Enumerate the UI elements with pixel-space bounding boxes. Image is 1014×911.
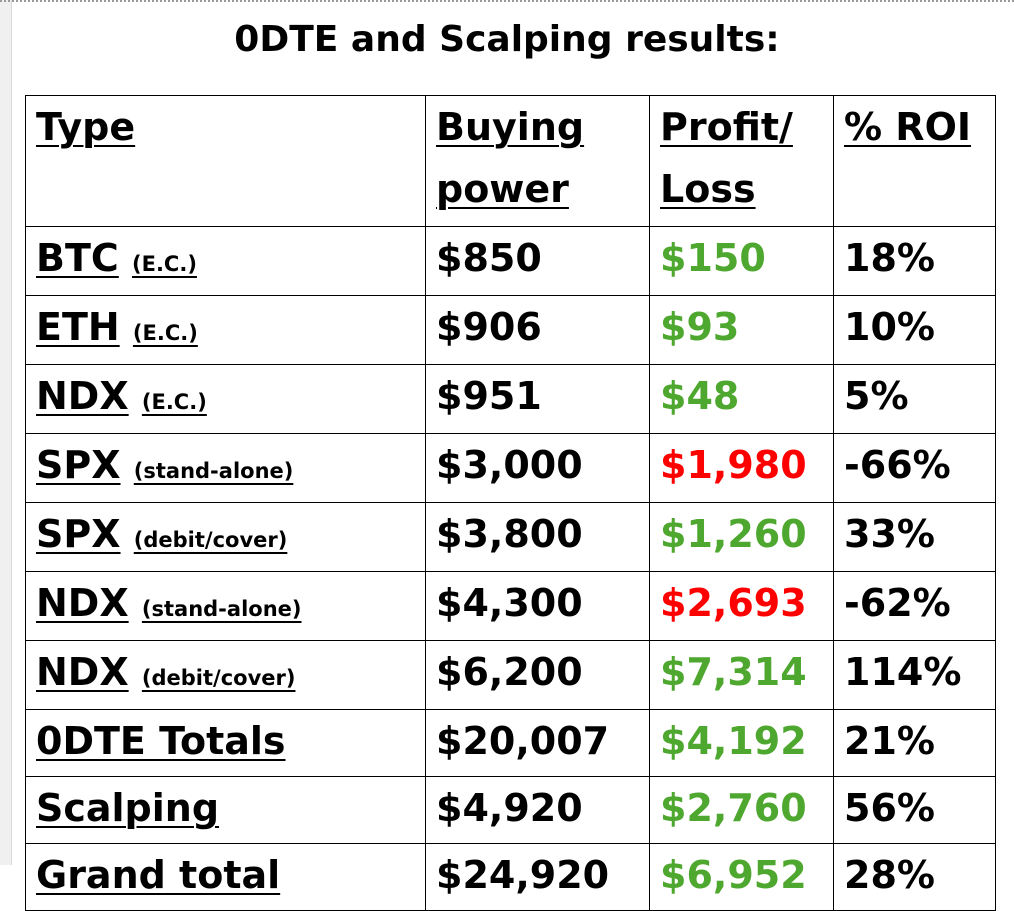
cell-type: 0DTE Totals: [25, 709, 426, 777]
cell-buying-power: $20,007: [425, 709, 650, 777]
cell-roi: -66%: [833, 433, 996, 503]
table-row: SPX (stand-alone) $3,000 $1,980 -66%: [25, 433, 996, 503]
cell-buying-power: $6,200: [425, 640, 650, 710]
cell-roi: -62%: [833, 571, 996, 641]
header-buying-power: Buying power: [425, 95, 650, 227]
header-profit-loss: Profit/ Loss: [649, 95, 834, 227]
cell-profit-loss: $1,980: [649, 433, 834, 503]
cell-profit-loss: $93: [649, 295, 834, 365]
cell-buying-power: $4,920: [425, 776, 650, 844]
type-label: NDX: [36, 650, 129, 694]
header-profit-loss-line-2: Loss: [660, 167, 756, 211]
table-row: Grand total $24,920 $6,952 28%: [25, 843, 996, 911]
type-qualifier: (E.C.): [141, 390, 207, 414]
type-label: Grand total: [36, 853, 281, 897]
cell-buying-power: $4,300: [425, 571, 650, 641]
cell-type: NDX (E.C.): [25, 364, 426, 434]
cell-buying-power: $850: [425, 226, 650, 296]
type-label: BTC: [36, 236, 119, 280]
page-edge: [0, 0, 12, 865]
cell-type: Scalping: [25, 776, 426, 844]
type-qualifier: (stand-alone): [133, 459, 294, 483]
type-qualifier: (debit/cover): [133, 528, 288, 552]
cell-buying-power: $3,000: [425, 433, 650, 503]
type-label: Scalping: [36, 786, 220, 830]
page-top-rule: [0, 0, 1014, 3]
cell-roi: 21%: [833, 709, 996, 777]
table-row: NDX (stand-alone) $4,300 $2,693 -62%: [25, 571, 996, 641]
cell-type: NDX (debit/cover): [25, 640, 426, 710]
table-row: Scalping $4,920 $2,760 56%: [25, 776, 996, 844]
header-type: Type: [25, 95, 426, 227]
type-qualifier: (E.C.): [132, 321, 198, 345]
header-type-label: Type: [36, 105, 136, 149]
table-row: SPX (debit/cover) $3,800 $1,260 33%: [25, 502, 996, 572]
cell-type: BTC (E.C.): [25, 226, 426, 296]
table-header-row: Type Buying power Profit/ Loss % ROI: [25, 95, 996, 227]
cell-profit-loss: $2,693: [649, 571, 834, 641]
cell-profit-loss: $150: [649, 226, 834, 296]
cell-roi: 10%: [833, 295, 996, 365]
header-profit-loss-line-1: Profit/: [660, 105, 793, 149]
header-buying-power-line-2: power: [436, 167, 569, 211]
type-qualifier: (debit/cover): [141, 666, 296, 690]
cell-profit-loss: $4,192: [649, 709, 834, 777]
cell-roi: 18%: [833, 226, 996, 296]
header-roi: % ROI: [833, 95, 996, 227]
table-row: 0DTE Totals $20,007 $4,192 21%: [25, 709, 996, 777]
cell-type: SPX (debit/cover): [25, 502, 426, 572]
table-row: NDX (E.C.) $951 $48 5%: [25, 364, 996, 434]
cell-roi: 28%: [833, 843, 996, 911]
cell-profit-loss: $7,314: [649, 640, 834, 710]
type-qualifier: (E.C.): [132, 252, 197, 276]
table-row: NDX (debit/cover) $6,200 $7,314 114%: [25, 640, 996, 710]
cell-roi: 5%: [833, 364, 996, 434]
type-label: ETH: [36, 305, 120, 349]
cell-buying-power: $3,800: [425, 502, 650, 572]
table-row: ETH (E.C.) $906 $93 10%: [25, 295, 996, 365]
results-table: Type Buying power Profit/ Loss % ROI BTC…: [25, 95, 996, 911]
cell-buying-power: $951: [425, 364, 650, 434]
cell-roi: 114%: [833, 640, 996, 710]
cell-type: NDX (stand-alone): [25, 571, 426, 641]
type-label: NDX: [36, 374, 129, 418]
type-label: SPX: [36, 512, 121, 556]
cell-roi: 56%: [833, 776, 996, 844]
cell-type: SPX (stand-alone): [25, 433, 426, 503]
cell-roi: 33%: [833, 502, 996, 572]
cell-profit-loss: $2,760: [649, 776, 834, 844]
cell-profit-loss: $48: [649, 364, 834, 434]
type-label: NDX: [36, 581, 129, 625]
cell-profit-loss: $1,260: [649, 502, 834, 572]
type-label: SPX: [36, 443, 121, 487]
page-title: 0DTE and Scalping results:: [234, 19, 780, 60]
header-roi-label: % ROI: [844, 105, 972, 149]
type-qualifier: (stand-alone): [141, 597, 302, 621]
cell-type: ETH (E.C.): [25, 295, 426, 365]
cell-buying-power: $24,920: [425, 843, 650, 911]
table-row: BTC (E.C.) $850 $150 18%: [25, 226, 996, 296]
header-buying-power-line-1: Buying: [436, 105, 585, 149]
cell-type: Grand total: [25, 843, 426, 911]
cell-buying-power: $906: [425, 295, 650, 365]
type-label: 0DTE Totals: [36, 719, 286, 763]
cell-profit-loss: $6,952: [649, 843, 834, 911]
